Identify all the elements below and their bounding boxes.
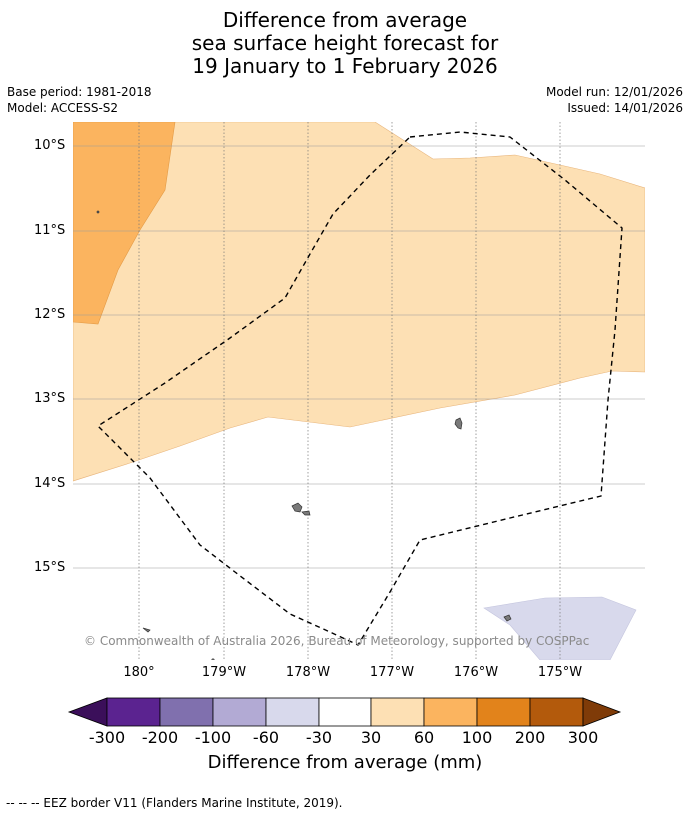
copyright-credit: © Commonwealth of Australia 2026, Bureau… bbox=[84, 634, 590, 648]
lat-label-10s: 10°S bbox=[34, 138, 66, 153]
colorbar-bin-neg200-neg100 bbox=[159, 697, 214, 727]
anomaly-region-neg30-neg60 bbox=[483, 596, 637, 660]
lat-label-12s: 12°S bbox=[34, 307, 66, 322]
colorbar-tick-200: 200 bbox=[514, 728, 546, 747]
lon-label-180: 180° bbox=[123, 665, 155, 680]
lon-label-177w: 177°W bbox=[369, 665, 415, 680]
model-run: Model run: 12/01/2026 bbox=[545, 85, 683, 99]
island-north-west bbox=[96, 210, 100, 214]
island-south-west bbox=[142, 627, 151, 633]
colorbar-tick-30: 30 bbox=[360, 728, 382, 747]
colorbar-bin-100-200 bbox=[476, 697, 531, 727]
colorbar-extend-low bbox=[67, 697, 108, 727]
island-central-a bbox=[291, 502, 303, 513]
lat-label-14s: 14°S bbox=[34, 476, 66, 491]
colorbar-bin-200-300 bbox=[529, 697, 584, 727]
colorbar-bin-neg60-neg30 bbox=[265, 697, 320, 727]
base-period: Base period: 1981-2018 bbox=[7, 85, 152, 99]
lat-label-15s: 15°S bbox=[34, 560, 66, 575]
colorbar-tick-neg300: -300 bbox=[88, 728, 126, 747]
colorbar-bin-neg300-neg200 bbox=[106, 697, 161, 727]
anomaly-region-60-100 bbox=[73, 122, 176, 325]
lon-label-175w: 175°W bbox=[537, 665, 583, 680]
latitude-gridlines bbox=[73, 145, 645, 569]
island-north bbox=[454, 417, 463, 430]
island-central-b bbox=[301, 510, 311, 516]
island-south-small bbox=[211, 658, 215, 660]
colorbar bbox=[67, 697, 622, 727]
eez-legend-note: -- -- -- EEZ border V11 (Flanders Marine… bbox=[6, 796, 343, 810]
lat-label-13s: 13°S bbox=[34, 391, 66, 406]
colorbar-tick-neg200: -200 bbox=[141, 728, 179, 747]
colorbar-bin-neg100-neg60 bbox=[212, 697, 267, 727]
island-south-east bbox=[503, 614, 512, 622]
colorbar-bin-neg30-30 bbox=[318, 697, 372, 727]
colorbar-tick-60: 60 bbox=[413, 728, 435, 747]
lon-label-178w: 178°W bbox=[285, 665, 331, 680]
islands bbox=[96, 210, 512, 660]
eez-border bbox=[96, 131, 623, 646]
colorbar-bin-30-60 bbox=[370, 697, 425, 727]
title-line-3: 19 January to 1 February 2026 bbox=[192, 54, 498, 78]
colorbar-tick-neg30: -30 bbox=[305, 728, 333, 747]
anomaly-region-30-60 bbox=[73, 122, 645, 482]
lat-label-11s: 11°S bbox=[34, 223, 66, 238]
model-name: Model: ACCESS-S2 bbox=[7, 101, 119, 115]
colorbar-label: Difference from average (mm) bbox=[207, 752, 483, 773]
colorbar-tick-neg100: -100 bbox=[194, 728, 232, 747]
colorbar-tick-100: 100 bbox=[461, 728, 493, 747]
colorbar-tick-neg60: -60 bbox=[252, 728, 280, 747]
lon-label-176w: 176°W bbox=[453, 665, 499, 680]
issued-date: Issued: 14/01/2026 bbox=[567, 101, 683, 115]
lon-label-179w: 179°W bbox=[201, 665, 247, 680]
colorbar-tick-300: 300 bbox=[567, 728, 599, 747]
colorbar-bin-60-100 bbox=[423, 697, 478, 727]
title-line-2: sea surface height forecast for bbox=[191, 31, 499, 55]
longitude-gridlines bbox=[138, 122, 561, 660]
colorbar-extend-high bbox=[582, 697, 622, 727]
title-line-1: Difference from average bbox=[222, 8, 468, 32]
